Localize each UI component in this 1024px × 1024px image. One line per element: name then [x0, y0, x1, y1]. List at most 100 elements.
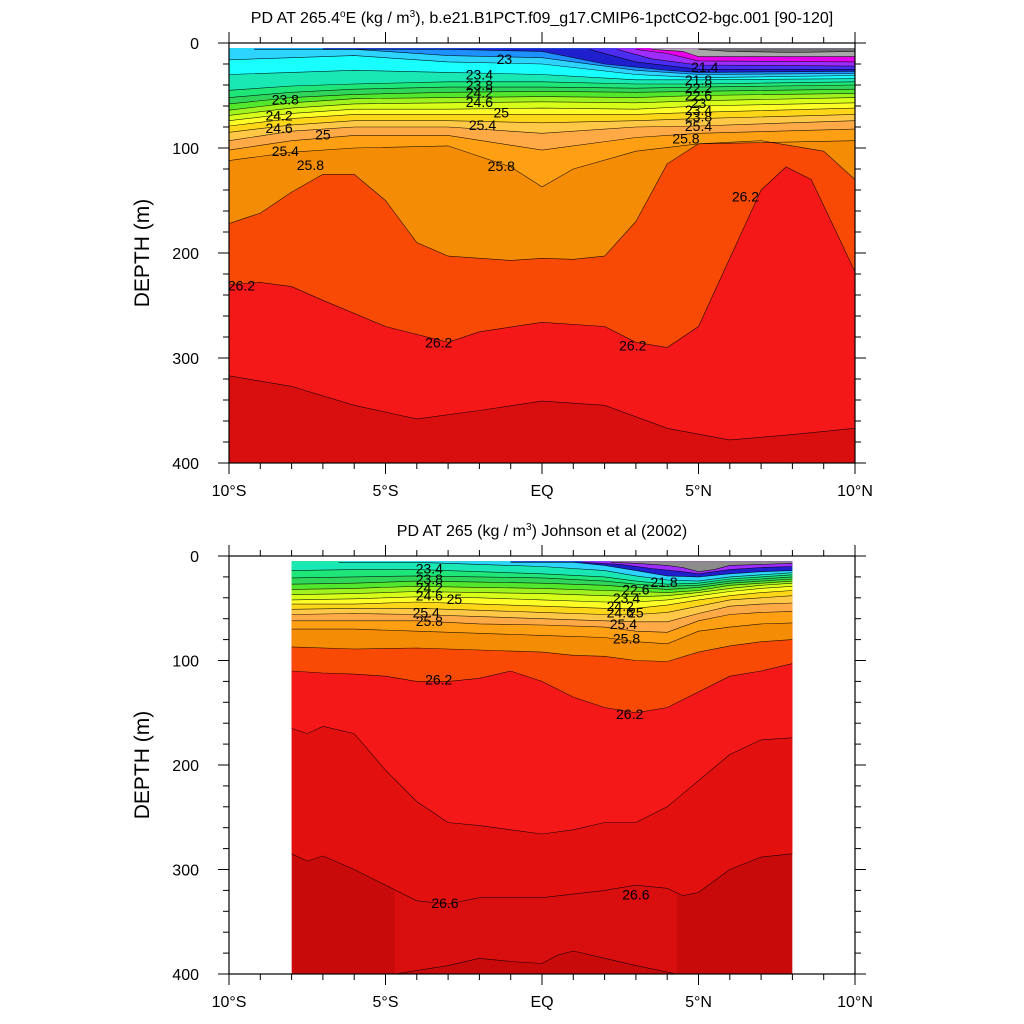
panel-model: 2323.423.824.224.62525.425.823.824.224.6…	[131, 9, 873, 500]
isopycnal-24.4	[291, 580, 793, 593]
x-tick-label: 10°S	[212, 994, 247, 1011]
contour-fill-layer	[229, 48, 855, 463]
contour-label: 25.4	[413, 604, 440, 620]
contour-label: 24.6	[265, 120, 292, 136]
contour-label: 25.4	[469, 117, 496, 133]
contour-label: 21.4	[691, 59, 718, 75]
y-tick-label: 0	[190, 549, 199, 566]
isopycnal-25	[229, 107, 855, 127]
contour-label: 25	[447, 591, 463, 607]
y-tick-label: 200	[172, 246, 199, 263]
contour-label: 25.4	[272, 143, 299, 159]
contour-label: 23.8	[685, 109, 712, 125]
isopycnal-lines	[291, 562, 793, 974]
isopycnal-21.8	[635, 49, 855, 63]
x-tick-label: 10°N	[837, 994, 873, 1011]
y-tick-label: 100	[172, 654, 199, 671]
contour-label: 26.6	[622, 887, 649, 903]
contour-label: 24.2	[265, 107, 292, 123]
isopycnal-23.6	[229, 69, 855, 81]
contour-label: 23.4	[466, 67, 493, 83]
isopycnal-25.2	[291, 595, 793, 615]
contour-label: 25.8	[613, 631, 640, 647]
contour-label: 25.8	[297, 157, 324, 173]
contour-label: 24.6	[466, 94, 493, 110]
contour-label: 23.8	[466, 77, 493, 93]
y-axis-label: DEPTH (m)	[131, 199, 154, 308]
axis-ticks	[218, 545, 866, 985]
isopycnal-21.8	[610, 562, 793, 573]
contour-label: 25.8	[416, 613, 443, 629]
isopycnal-24.6	[229, 97, 855, 116]
band-lightest	[610, 561, 793, 572]
y-tick-label: 300	[172, 863, 199, 880]
isopycnal-25.4	[229, 120, 855, 141]
isopycnal-22.6	[588, 49, 855, 70]
y-tick-label: 400	[172, 456, 199, 473]
contour-label: 25.8	[672, 131, 699, 147]
contour-label: 24.2	[466, 84, 493, 100]
isopycnal-24.6	[291, 582, 793, 598]
isopycnal-25.6	[229, 128, 855, 151]
contour-label: 25.8	[488, 158, 515, 174]
contour-label: 25.4	[610, 616, 637, 632]
isopycnal-24.8	[229, 102, 855, 121]
y-tick-label: 400	[172, 967, 199, 984]
isopycnal-23.2	[254, 49, 855, 75]
contour-fill-layer	[291, 561, 793, 974]
isopycnal-24.8	[291, 586, 793, 603]
panel-johnson-observations: 23.423.824.224.6 2525.425.821.822.623.424…	[131, 522, 873, 1011]
isopycnal-24.4	[229, 93, 855, 111]
isopycnal-25.8	[291, 622, 793, 645]
isopycnal-26.4	[291, 725, 793, 835]
isopycnal-26.4	[229, 375, 855, 441]
contour-labels: 23.423.824.224.6 2525.425.821.822.623.424…	[413, 561, 678, 911]
x-tick-label: 5°S	[373, 994, 399, 1011]
contour-label: 25.4	[685, 118, 712, 134]
x-tick-label: EQ	[530, 994, 553, 1011]
isopycnal-23.4	[338, 562, 793, 582]
contour-label: 23	[691, 95, 707, 111]
contour-label: 24.6	[607, 604, 634, 620]
isopycnal-24.2	[291, 578, 793, 590]
y-tick-label: 200	[172, 758, 199, 775]
x-tick-label: 10°N	[837, 483, 873, 500]
contour-label: 21.8	[685, 72, 712, 88]
contour-label: 24.6	[416, 588, 443, 604]
isopycnal-25	[291, 590, 793, 609]
contour-label: 25	[494, 104, 510, 120]
x-tick-label: 5°N	[685, 483, 712, 500]
isopycnal-23.8	[229, 81, 855, 91]
isopycnal-21.4	[651, 49, 855, 57]
x-tick-label: 5°N	[685, 994, 712, 1011]
contour-label: 22.2	[685, 80, 712, 96]
isopycnal-22.2	[617, 49, 855, 67]
y-tick-label: 100	[172, 141, 199, 158]
y-tick-label: 300	[172, 351, 199, 368]
contour-label: 26.2	[732, 188, 759, 204]
contour-label: 25	[315, 126, 331, 142]
contour-label: 26.2	[425, 671, 452, 687]
x-tick-label: 10°S	[212, 483, 247, 500]
contour-label: 23.4	[613, 590, 640, 606]
isopycnal-26.6	[291, 853, 793, 905]
isopycnal-25.2	[229, 114, 855, 133]
contour-label: 24.2	[416, 579, 443, 595]
isopycnal-23.8	[291, 569, 793, 585]
isopycnal-26	[229, 140, 855, 261]
y-tick-label: 0	[190, 36, 199, 53]
contour-label: 26.2	[228, 278, 255, 294]
contour-label: 26.2	[616, 706, 643, 722]
isopycnal-24	[229, 84, 855, 98]
contour-label: 21.8	[650, 574, 677, 590]
isopycnal-23	[322, 49, 855, 73]
axis-ticks	[218, 32, 866, 474]
isopycnal-26.2	[291, 663, 793, 714]
contour-label: 26.2	[425, 334, 452, 350]
contour-label: 22.6	[685, 88, 712, 104]
contour-label: 22.6	[622, 581, 649, 597]
contour-label: 26.6	[431, 895, 458, 911]
isopycnal-lines	[229, 49, 855, 441]
chart-title: PD AT 265 (kg / m3) Johnson et al (2002)	[397, 522, 687, 540]
